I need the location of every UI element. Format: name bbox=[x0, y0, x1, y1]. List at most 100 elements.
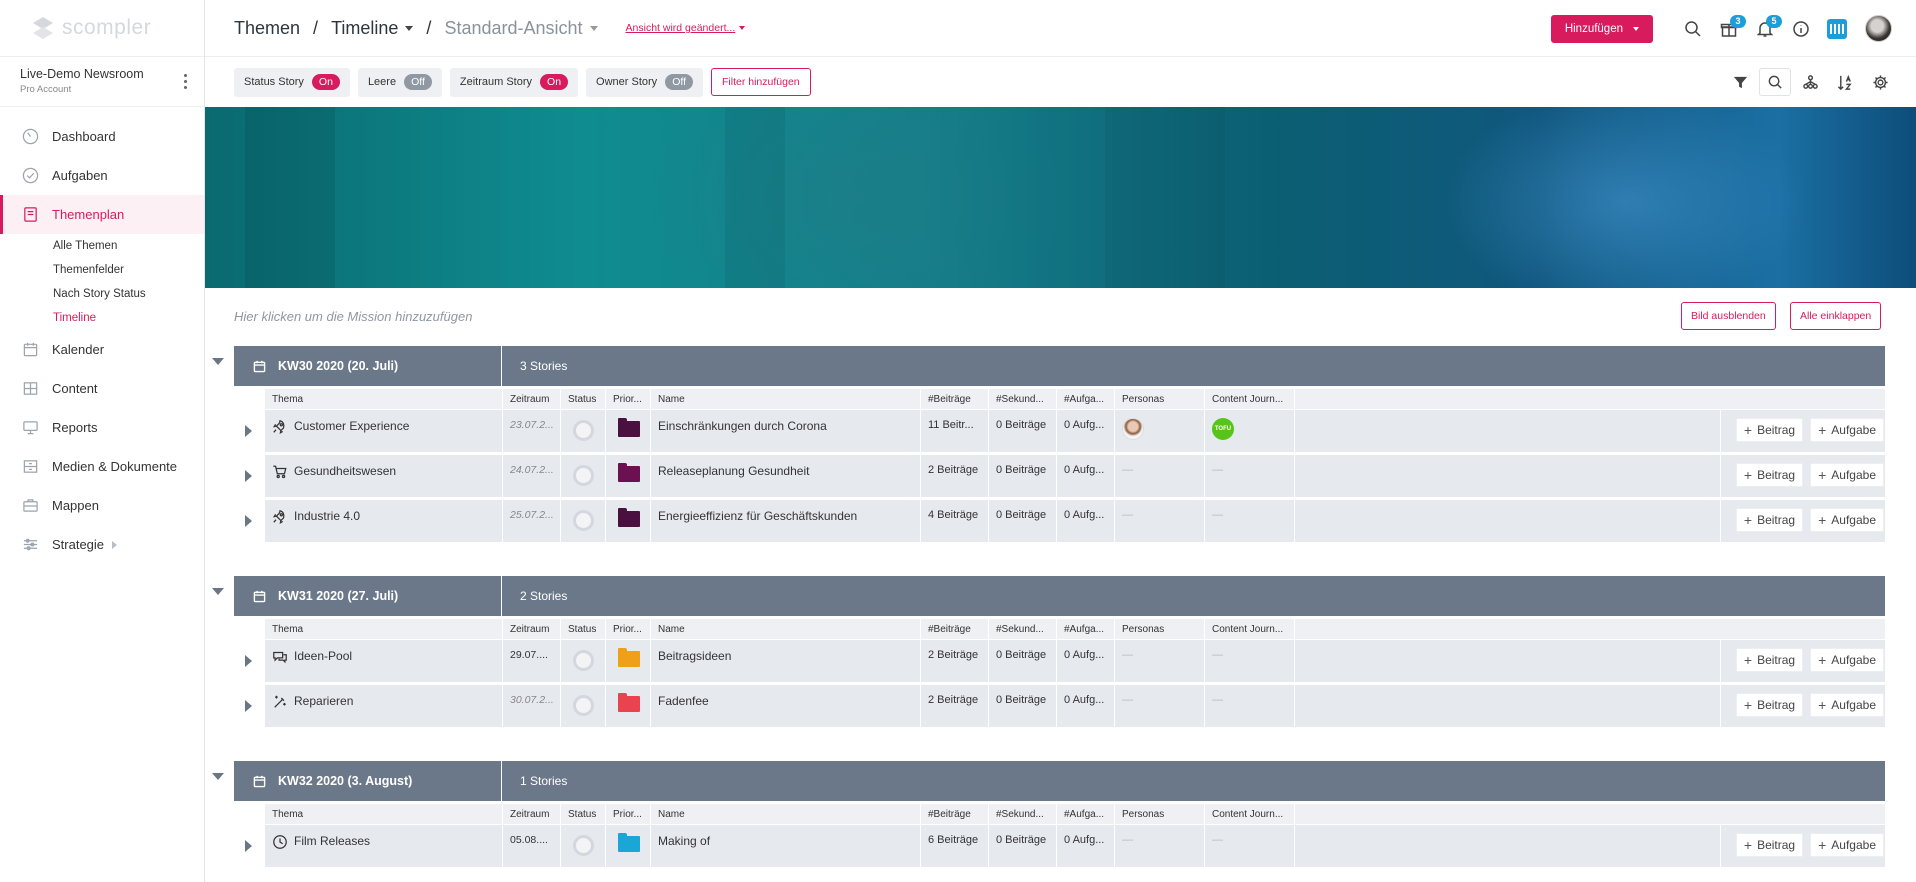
column-header[interactable]: Content Journ... bbox=[1205, 804, 1295, 824]
nav-item-aufgaben[interactable]: Aufgaben bbox=[0, 156, 204, 195]
column-header[interactable]: #Beiträge bbox=[921, 804, 989, 824]
content-journey-cell[interactable]: — bbox=[1205, 685, 1295, 727]
expand-chevron-icon[interactable] bbox=[245, 655, 252, 667]
hide-image-button[interactable]: Bild ausblenden bbox=[1681, 302, 1776, 330]
filter-leere[interactable]: Leere Off bbox=[357, 67, 442, 97]
column-header[interactable]: #Sekund... bbox=[989, 804, 1057, 824]
status-cell[interactable] bbox=[561, 500, 606, 542]
personas-cell[interactable]: — bbox=[1115, 685, 1205, 727]
thema-cell[interactable]: Gesundheitswesen bbox=[265, 455, 503, 497]
expand-chevron-icon[interactable] bbox=[245, 840, 252, 852]
personas-cell[interactable] bbox=[1115, 410, 1205, 452]
expand-chevron-icon[interactable] bbox=[245, 470, 252, 482]
story-row[interactable]: Reparieren 30.07.2... Fadenfee 2 Beiträge 0 … bbox=[205, 684, 1885, 729]
filter-toggle[interactable]: Off bbox=[404, 74, 432, 90]
zeitraum-cell[interactable]: 05.08.... bbox=[503, 825, 561, 867]
add-aufgabe-button[interactable]: + Aufgabe bbox=[1810, 508, 1884, 532]
expand-chevron-icon[interactable] bbox=[245, 700, 252, 712]
column-header[interactable]: Personas bbox=[1115, 389, 1205, 409]
filter-toggle[interactable]: Off bbox=[665, 74, 693, 90]
name-cell[interactable]: Releaseplanung Gesundheit bbox=[651, 455, 921, 497]
column-header[interactable]: #Beiträge bbox=[921, 619, 989, 639]
info-button[interactable] bbox=[1783, 11, 1819, 47]
column-header[interactable]: Thema bbox=[265, 389, 503, 409]
column-header[interactable]: #Sekund... bbox=[989, 619, 1057, 639]
priority-cell[interactable] bbox=[606, 500, 651, 542]
name-cell[interactable]: Einschränkungen durch Corona bbox=[651, 410, 921, 452]
priority-cell[interactable] bbox=[606, 410, 651, 452]
status-cell[interactable] bbox=[561, 640, 606, 682]
filter-button[interactable] bbox=[1724, 68, 1756, 96]
subnav-timeline[interactable]: Timeline bbox=[53, 312, 97, 324]
collapse-all-button[interactable]: Alle einklappen bbox=[1790, 302, 1882, 330]
story-row[interactable]: Industrie 4.0 25.07.2... Energieeffizienz … bbox=[205, 499, 1885, 544]
nav-item-mappen[interactable]: Mappen bbox=[0, 486, 204, 525]
column-header[interactable]: Prior... bbox=[606, 619, 651, 639]
add-aufgabe-button[interactable]: + Aufgabe bbox=[1810, 833, 1884, 857]
nav-item-medien[interactable]: Medien & Dokumente bbox=[0, 447, 204, 486]
zeitraum-cell[interactable]: 29.07.... bbox=[503, 640, 561, 682]
column-header[interactable]: #Aufga... bbox=[1057, 804, 1115, 824]
user-avatar[interactable] bbox=[1865, 15, 1892, 42]
priority-cell[interactable] bbox=[606, 455, 651, 497]
column-header[interactable]: #Beiträge bbox=[921, 389, 989, 409]
account-switcher[interactable]: Live-Demo Newsroom Pro Account bbox=[0, 57, 204, 107]
nav-item-kalender[interactable]: Kalender bbox=[0, 330, 204, 369]
hierarchy-button[interactable] bbox=[1794, 68, 1826, 96]
subnav-themenfelder[interactable]: Themenfelder bbox=[53, 264, 124, 276]
notifications-button[interactable]: 5 bbox=[1747, 11, 1783, 47]
logo[interactable]: scompler bbox=[0, 0, 204, 57]
add-aufgabe-button[interactable]: + Aufgabe bbox=[1810, 693, 1884, 717]
search-button[interactable] bbox=[1675, 11, 1711, 47]
nav-item-strategie[interactable]: Strategie bbox=[0, 525, 204, 564]
sort-button[interactable] bbox=[1829, 68, 1861, 96]
subnav-nach-story-status[interactable]: Nach Story Status bbox=[53, 288, 146, 300]
personas-cell[interactable]: — bbox=[1115, 455, 1205, 497]
status-cell[interactable] bbox=[561, 825, 606, 867]
name-cell[interactable]: Fadenfee bbox=[651, 685, 921, 727]
column-header[interactable]: #Aufga... bbox=[1057, 619, 1115, 639]
column-header[interactable]: #Sekund... bbox=[989, 389, 1057, 409]
status-cell[interactable] bbox=[561, 685, 606, 727]
add-aufgabe-button[interactable]: + Aufgabe bbox=[1810, 418, 1884, 442]
zeitraum-cell[interactable]: 30.07.2... bbox=[503, 685, 561, 727]
thema-cell[interactable]: Reparieren bbox=[265, 685, 503, 727]
nav-item-content[interactable]: Content bbox=[0, 369, 204, 408]
filter-status-story[interactable]: Status Story On bbox=[234, 67, 350, 97]
column-header[interactable]: Zeitraum bbox=[503, 389, 561, 409]
thema-cell[interactable]: Film Releases bbox=[265, 825, 503, 867]
collapse-chevron-icon[interactable] bbox=[212, 773, 224, 780]
column-header[interactable]: Content Journ... bbox=[1205, 389, 1295, 409]
status-cell[interactable] bbox=[561, 410, 606, 452]
status-cell[interactable] bbox=[561, 455, 606, 497]
table-search-button[interactable] bbox=[1759, 68, 1791, 96]
priority-cell[interactable] bbox=[606, 685, 651, 727]
group-bar[interactable]: KW32 2020 (3. August) 1 Stories bbox=[234, 761, 1885, 801]
add-beitrag-button[interactable]: + Beitrag bbox=[1735, 418, 1804, 442]
column-header[interactable]: Name bbox=[651, 804, 921, 824]
column-header[interactable]: Status bbox=[561, 804, 606, 824]
column-header[interactable]: Name bbox=[651, 619, 921, 639]
zeitraum-cell[interactable]: 23.07.2... bbox=[503, 410, 561, 452]
column-header[interactable]: Zeitraum bbox=[503, 619, 561, 639]
add-aufgabe-button[interactable]: + Aufgabe bbox=[1810, 648, 1884, 672]
gift-button[interactable]: 3 bbox=[1711, 11, 1747, 47]
personas-cell[interactable]: — bbox=[1115, 825, 1205, 867]
thema-cell[interactable]: Customer Experience bbox=[265, 410, 503, 452]
group-bar[interactable]: KW30 2020 (20. Juli) 3 Stories bbox=[234, 346, 1885, 386]
column-header[interactable]: Thema bbox=[265, 619, 503, 639]
kebab-menu-icon[interactable] bbox=[184, 74, 188, 92]
content-journey-cell[interactable]: TOFU bbox=[1205, 410, 1295, 452]
collapse-chevron-icon[interactable] bbox=[212, 358, 224, 365]
intercom-button[interactable] bbox=[1819, 11, 1855, 47]
story-row[interactable]: Ideen-Pool 29.07.... Beitragsideen 2 Beiträ… bbox=[205, 639, 1885, 684]
content-journey-cell[interactable]: — bbox=[1205, 500, 1295, 542]
expand-chevron-icon[interactable] bbox=[245, 515, 252, 527]
persona-avatar[interactable] bbox=[1122, 418, 1144, 440]
thema-cell[interactable]: Industrie 4.0 bbox=[265, 500, 503, 542]
expand-chevron-icon[interactable] bbox=[245, 425, 252, 437]
zeitraum-cell[interactable]: 25.07.2... bbox=[503, 500, 561, 542]
story-row[interactable]: Gesundheitswesen 24.07.2... Releaseplanung… bbox=[205, 454, 1885, 499]
name-cell[interactable]: Beitragsideen bbox=[651, 640, 921, 682]
column-header[interactable]: #Aufga... bbox=[1057, 389, 1115, 409]
